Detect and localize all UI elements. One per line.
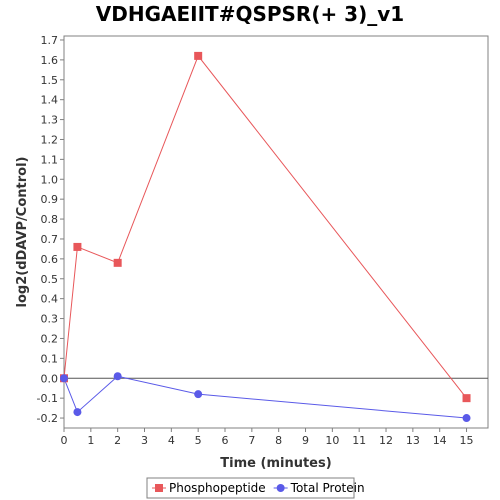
y-axis-label: log2(dDAVP/Control) [15, 157, 30, 308]
y-tick-label: 0.7 [41, 233, 59, 246]
x-tick-label: 2 [114, 434, 121, 447]
y-tick-label: 0.6 [41, 253, 59, 266]
x-tick-label: 3 [141, 434, 148, 447]
x-tick-label: 14 [433, 434, 447, 447]
x-axis-ticks: 0 1 2 3 4 5 6 7 8 9 10 11 12 13 14 15 [61, 428, 474, 447]
y-tick-label: 1.6 [41, 54, 59, 67]
legend-box [146, 477, 355, 499]
y-tick-label: 1.5 [41, 74, 59, 87]
y-tick-label: 1.2 [41, 133, 59, 146]
y-axis-ticks: -0.2 -0.1 0.0 0.1 0.2 0.3 0.4 0.5 0.6 0.7 0.8 0.9 1.… [37, 34, 64, 425]
x-tick-label: 12 [379, 434, 393, 447]
data-point [113, 372, 122, 381]
y-tick-label: 1.0 [41, 173, 59, 186]
y-tick-label: 0.5 [41, 273, 59, 286]
y-tick-label: 0.0 [41, 372, 59, 385]
x-tick-label: 11 [352, 434, 366, 447]
data-point [462, 414, 471, 423]
data-point [194, 390, 203, 399]
chart-title: VDHGAEIIT#QSPSR(+ 3)_v1 [95, 2, 405, 26]
data-point [194, 51, 203, 60]
plot-area [63, 35, 489, 429]
y-tick-label: 0.1 [41, 352, 59, 365]
x-tick-label: 9 [302, 434, 309, 447]
y-tick-label: 1.3 [41, 114, 59, 127]
data-point [60, 374, 68, 383]
legend-item-0: Phosphopeptide [152, 481, 266, 495]
x-tick-label: 7 [248, 434, 255, 447]
x-tick-label: 1 [87, 434, 94, 447]
y-tick-label: -0.2 [37, 412, 58, 425]
data-point [73, 242, 82, 251]
x-tick-label: 0 [61, 434, 68, 447]
legend-item-1: Total Protein [273, 481, 365, 495]
data-point [113, 258, 122, 267]
x-tick-label: 13 [406, 434, 420, 447]
y-tick-label: -0.1 [37, 392, 58, 405]
data-point [73, 408, 82, 417]
y-tick-label: 1.4 [41, 94, 59, 107]
x-tick-label: 8 [275, 434, 282, 447]
legend: Phosphopeptide Total Protein [146, 477, 365, 499]
y-tick-label: 1.7 [41, 34, 59, 47]
y-tick-label: 0.2 [41, 332, 59, 345]
legend-label: Phosphopeptide [169, 481, 266, 495]
legend-swatch-marker [276, 484, 285, 492]
legend-label: Total Protein [290, 481, 365, 495]
x-tick-label: 4 [168, 434, 175, 447]
series-markers [60, 51, 471, 423]
y-tick-label: 1.1 [41, 153, 59, 166]
x-tick-label: 6 [222, 434, 229, 447]
legend-swatch-marker [155, 484, 163, 492]
y-tick-label: 0.8 [41, 213, 59, 226]
x-tick-label: 15 [460, 434, 474, 447]
x-tick-label: 10 [325, 434, 339, 447]
y-tick-label: 0.4 [41, 293, 59, 306]
x-axis-label: Time (minutes) [220, 456, 331, 471]
y-tick-label: 0.3 [41, 313, 59, 326]
x-tick-label: 5 [195, 434, 202, 447]
y-tick-label: 0.9 [41, 193, 59, 206]
data-point [462, 394, 471, 403]
